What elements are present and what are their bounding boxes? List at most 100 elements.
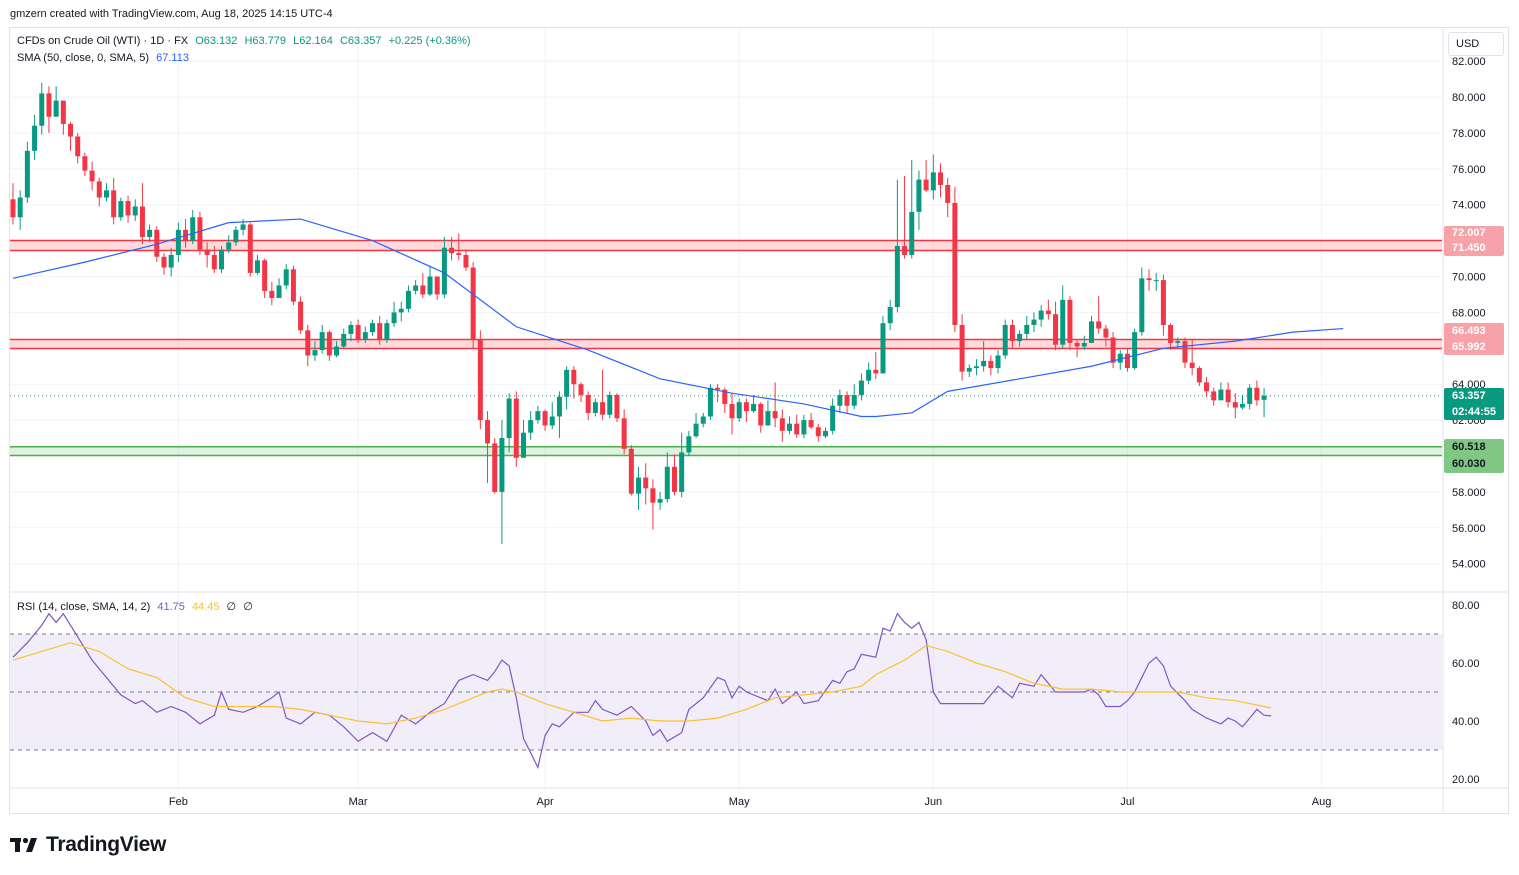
sma-value: 67.113	[156, 52, 189, 64]
currency-button[interactable]: USD	[1448, 32, 1504, 56]
candle-body	[758, 403, 764, 426]
candle-body	[118, 201, 124, 218]
candle-body	[887, 307, 893, 324]
price-tick-label: 74.000	[1452, 200, 1486, 212]
candle-body	[973, 366, 979, 369]
candle-body	[794, 423, 800, 435]
zone3-top-label: 60.518	[1452, 441, 1486, 453]
candle-body	[966, 368, 972, 372]
candle-body	[751, 403, 757, 412]
candle-body	[1024, 324, 1030, 334]
candle-body	[808, 420, 814, 428]
candle-body	[736, 402, 742, 419]
candle-body	[923, 179, 929, 191]
candle-body	[139, 206, 145, 238]
candle-body	[456, 253, 462, 255]
low-value: L62.164	[293, 35, 333, 47]
candle-body	[197, 217, 203, 250]
candle-body	[449, 247, 455, 254]
sma-label[interactable]: SMA (50, close, 0, SMA, 5)	[17, 52, 150, 64]
rsi-label[interactable]: RSI (14, close, SMA, 14, 2)	[17, 601, 151, 613]
candle-body	[211, 254, 217, 270]
zone3-tag: 60.518 60.030	[1444, 439, 1504, 473]
time-tick-label: Apr	[536, 796, 553, 808]
candle-body	[592, 402, 598, 413]
price-tick-label: 54.000	[1452, 559, 1486, 571]
candle-body	[1074, 342, 1080, 347]
candle-body	[679, 452, 685, 492]
candle-body	[902, 245, 908, 255]
candle-body	[959, 324, 965, 372]
candle-body	[32, 125, 38, 151]
last-price-label: 63.357	[1452, 390, 1486, 402]
candle-body	[341, 333, 347, 347]
candle-body	[873, 369, 879, 374]
candle-body	[628, 448, 634, 494]
candle-body	[175, 229, 181, 255]
candle-body	[513, 398, 519, 458]
candle-body	[1124, 353, 1130, 369]
change-value: +0.225 (+0.36%)	[388, 35, 471, 47]
candle-body	[377, 323, 383, 340]
candle-body	[370, 323, 375, 333]
price-tick-label: 56.000	[1452, 523, 1486, 535]
candle-body	[492, 443, 498, 492]
candle-body	[815, 427, 821, 437]
candle-body	[1017, 333, 1023, 342]
candle-body	[607, 394, 613, 415]
candle-body	[1081, 342, 1087, 347]
price-tick-label: 78.000	[1452, 128, 1486, 140]
candle-body	[1225, 389, 1231, 403]
time-tick-label: Jul	[1120, 796, 1134, 808]
candle-body	[470, 267, 476, 340]
time-tick-label: May	[729, 796, 750, 808]
candle-body	[772, 411, 778, 419]
candle-body	[1110, 337, 1116, 363]
candle-body	[1009, 324, 1015, 342]
sma-legend: SMA (50, close, 0, SMA, 5) 67.113	[17, 52, 193, 64]
zone1-bottom-label: 71.450	[1452, 242, 1486, 254]
countdown-label: 02:44:55	[1452, 406, 1497, 418]
candle-body	[722, 389, 728, 404]
price-tick-label: 68.000	[1452, 307, 1486, 319]
candle-body	[1168, 324, 1174, 343]
price-legend: CFDs on Crude Oil (WTI) · 1D · FX O63.13…	[17, 35, 475, 47]
candle-body	[700, 416, 706, 424]
candle-body	[600, 402, 606, 415]
candle-body	[938, 172, 944, 185]
brand[interactable]: TradingView	[10, 833, 166, 857]
candle-body	[621, 418, 627, 449]
candle-body	[952, 202, 958, 325]
candle-body	[1139, 278, 1145, 333]
candle-body	[715, 387, 721, 390]
candle-body	[219, 249, 225, 270]
candle-body	[542, 411, 548, 426]
candle-body	[549, 416, 555, 426]
candle-body	[154, 229, 160, 257]
candle-body	[1247, 387, 1253, 404]
candle-body	[1060, 299, 1066, 345]
candle-body	[1160, 280, 1166, 325]
candle-body	[111, 190, 117, 218]
rsi-line	[12, 612, 1272, 770]
time-tick-label: Mar	[349, 796, 368, 808]
candle-body	[930, 172, 936, 191]
symbol-label[interactable]: CFDs on Crude Oil (WTI) · 1D · FX	[17, 35, 189, 47]
time-tick-label: Aug	[1312, 796, 1332, 808]
candle-body	[844, 394, 850, 406]
candle-body	[405, 290, 411, 309]
rsi-legend: RSI (14, close, SMA, 14, 2) 41.75 44.45 …	[17, 600, 257, 613]
candle-body	[520, 432, 526, 458]
candle-body	[880, 323, 886, 374]
candle-body	[39, 93, 45, 126]
candle-body	[147, 229, 153, 238]
rsi-ma-value: 44.45	[191, 601, 220, 613]
candle-body	[506, 398, 512, 439]
last-price-tag: 63.357 02:44:55	[1444, 388, 1504, 420]
candle-body	[693, 423, 699, 437]
rsi-extra-2: ∅	[243, 601, 253, 613]
candle-body	[1146, 278, 1152, 281]
rsi-ma-line	[12, 642, 1272, 725]
candle-body	[312, 350, 318, 356]
